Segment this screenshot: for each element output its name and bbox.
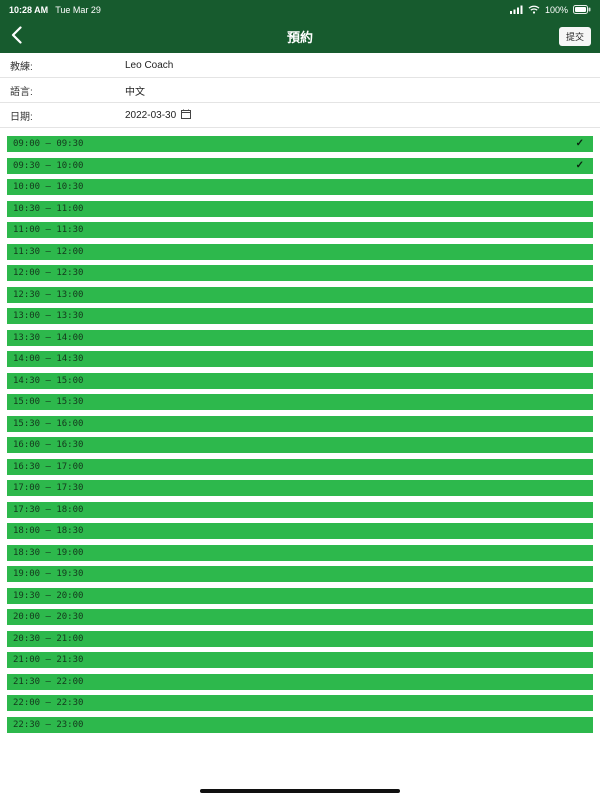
time-slot[interactable]: 15:00 – 15:30 ✓ — [7, 394, 593, 410]
date-value: 2022-03-30 — [125, 109, 177, 121]
coach-value: Leo Coach — [125, 59, 174, 71]
status-bar: 10:28 AM Tue Mar 29 100% — [0, 0, 600, 20]
time-slot[interactable]: 16:30 – 17:00 ✓ — [7, 458, 593, 475]
time-slot-label: 20:00 – 20:30 — [13, 612, 84, 622]
time-slot[interactable]: 11:30 – 12:00 ✓ — [7, 243, 593, 260]
submit-button[interactable]: 提交 — [558, 27, 591, 46]
status-left: 10:28 AM Tue Mar 29 — [9, 5, 101, 15]
time-slot-label: 12:00 – 12:30 — [13, 268, 84, 278]
status-time: 10:28 AM — [9, 5, 49, 15]
time-slot-label: 09:00 – 09:30 — [13, 139, 84, 149]
time-slot-label: 22:00 – 22:30 — [13, 698, 84, 708]
status-right: 100% — [509, 4, 591, 16]
time-slot-label: 14:30 – 15:00 — [13, 375, 84, 386]
time-slot[interactable]: 11:00 – 11:30 ✓ — [7, 222, 593, 238]
time-slot-label: 13:30 – 14:00 — [13, 332, 84, 343]
battery-percent: 100% — [544, 5, 568, 15]
back-button[interactable] — [9, 24, 24, 49]
time-slot[interactable]: 20:30 – 21:00 ✓ — [7, 630, 593, 647]
checkmark-icon: ✓ — [575, 159, 584, 171]
time-slot[interactable]: 12:00 – 12:30 ✓ — [7, 265, 593, 281]
page-title: 預約 — [286, 30, 313, 45]
time-slot-label: 19:00 – 19:30 — [13, 569, 84, 579]
time-slot[interactable]: 16:00 – 16:30 ✓ — [7, 437, 593, 453]
time-slot[interactable]: 20:00 – 20:30 ✓ — [7, 609, 593, 625]
cellular-signal-icon — [509, 5, 523, 16]
time-slot-label: 17:00 – 17:30 — [13, 483, 84, 493]
time-slot[interactable]: 15:30 – 16:00 ✓ — [7, 415, 593, 432]
wifi-icon — [528, 5, 540, 16]
time-slot[interactable]: 22:30 – 23:00 ✓ — [7, 716, 593, 733]
time-slot-label: 19:30 – 20:00 — [13, 590, 84, 601]
time-slot-label: 14:00 – 14:30 — [13, 354, 84, 364]
coach-label: 教練: — [10, 61, 33, 73]
chevron-left-icon — [11, 26, 22, 47]
time-slot-label: 15:00 – 15:30 — [13, 397, 84, 407]
time-slot[interactable]: 19:00 – 19:30 ✓ — [7, 566, 593, 582]
time-slot-label: 22:30 – 23:00 — [13, 719, 84, 730]
time-slot[interactable]: 10:00 – 10:30 ✓ — [7, 179, 593, 195]
time-slot[interactable]: 18:00 – 18:30 ✓ — [7, 523, 593, 539]
time-slot[interactable]: 22:00 – 22:30 ✓ — [7, 695, 593, 711]
home-indicator[interactable] — [200, 789, 400, 793]
time-slot-label: 16:30 – 17:00 — [13, 461, 84, 472]
battery-icon — [573, 4, 591, 16]
time-slot[interactable]: 19:30 – 20:00 ✓ — [7, 587, 593, 604]
time-slot[interactable]: 09:30 – 10:00 ✓ — [7, 157, 593, 174]
language-label: 語言: — [10, 86, 33, 98]
checkmark-icon: ✓ — [575, 138, 584, 149]
time-slot-label: 20:30 – 21:00 — [13, 633, 84, 644]
status-date: Tue Mar 29 — [55, 5, 101, 15]
time-slot-label: 09:30 – 10:00 — [13, 160, 84, 171]
time-slot-label: 11:00 – 11:30 — [13, 225, 84, 235]
time-slot[interactable]: 14:00 – 14:30 ✓ — [7, 351, 593, 367]
time-slot-label: 21:00 – 21:30 — [13, 655, 84, 665]
time-slot-label: 18:30 – 19:00 — [13, 547, 84, 558]
time-slot[interactable]: 17:30 – 18:00 ✓ — [7, 501, 593, 518]
date-input[interactable]: 2022-03-30 — [125, 109, 192, 122]
time-slot-label: 17:30 – 18:00 — [13, 504, 84, 515]
time-slot[interactable]: 12:30 – 13:00 ✓ — [7, 286, 593, 303]
form-row-coach[interactable]: 教練: Leo Coach — [0, 53, 600, 78]
time-slot-label: 13:00 – 13:30 — [13, 311, 84, 321]
booking-form: 教練: Leo Coach 語言: 中文 日期: 2022-03-30 — [0, 53, 600, 128]
time-slot[interactable]: 10:30 – 11:00 ✓ — [7, 200, 593, 217]
time-slot-label: 10:30 – 11:00 — [13, 203, 84, 214]
time-slot[interactable]: 17:00 – 17:30 ✓ — [7, 480, 593, 496]
form-row-date[interactable]: 日期: 2022-03-30 — [0, 103, 600, 128]
time-slot[interactable]: 13:30 – 14:00 ✓ — [7, 329, 593, 346]
time-slot-label: 18:00 – 18:30 — [13, 526, 84, 536]
time-slot-label: 16:00 – 16:30 — [13, 440, 84, 450]
time-slot-label: 12:30 – 13:00 — [13, 289, 84, 300]
time-slot[interactable]: 21:30 – 22:00 ✓ — [7, 673, 593, 690]
time-slot-label: 11:30 – 12:00 — [13, 246, 84, 257]
form-row-language[interactable]: 語言: 中文 — [0, 78, 600, 103]
time-slot[interactable]: 21:00 – 21:30 ✓ — [7, 652, 593, 668]
time-slot[interactable]: 09:00 – 09:30 ✓ — [7, 136, 593, 152]
calendar-icon — [181, 109, 192, 122]
date-label: 日期: — [10, 111, 33, 123]
nav-bar: 預約 提交 — [0, 20, 600, 53]
time-slot-label: 15:30 – 16:00 — [13, 418, 84, 429]
time-slot[interactable]: 18:30 – 19:00 ✓ — [7, 544, 593, 561]
language-value: 中文 — [125, 86, 145, 98]
time-slot[interactable]: 14:30 – 15:00 ✓ — [7, 372, 593, 389]
time-slot-list: 09:00 – 09:30 ✓ 09:30 – 10:00 ✓ 10:00 – … — [0, 136, 600, 733]
time-slot-label: 21:30 – 22:00 — [13, 676, 84, 687]
time-slot[interactable]: 13:00 – 13:30 ✓ — [7, 308, 593, 324]
time-slot-label: 10:00 – 10:30 — [13, 182, 84, 192]
